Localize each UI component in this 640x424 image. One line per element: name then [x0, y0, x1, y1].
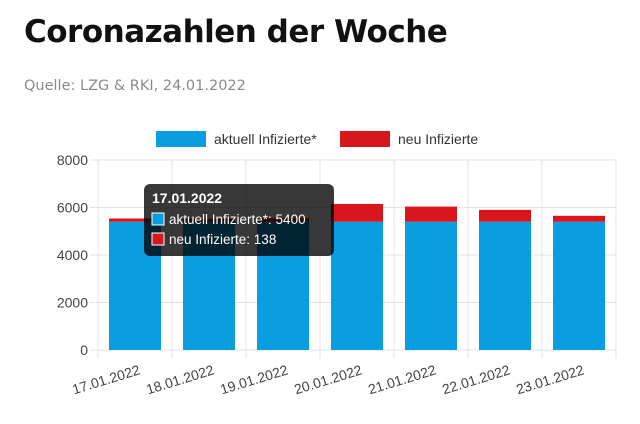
x-tick-label: 19.01.2022 [218, 362, 290, 398]
page-title: Coronazahlen der Woche [24, 14, 448, 50]
y-tick-label: 6000 [57, 200, 88, 216]
x-tick-label: 17.01.2022 [70, 362, 142, 398]
tooltip-line: aktuell Infizierte*: 5400 [169, 212, 306, 227]
y-tick-label: 8000 [57, 152, 88, 168]
bar-aktuell-infizierte[interactable] [405, 221, 457, 350]
bar-neu-infizierte[interactable] [405, 206, 457, 222]
bar-neu-infizierte[interactable] [553, 215, 605, 222]
x-tick-label: 23.01.2022 [514, 362, 586, 398]
bar-neu-infizierte[interactable] [331, 203, 383, 222]
tooltip-swatch [151, 232, 165, 246]
x-tick-label: 21.01.2022 [366, 362, 438, 398]
y-tick-label: 4000 [57, 247, 88, 263]
y-tick-label: 2000 [57, 295, 88, 311]
y-tick-label: 0 [80, 342, 88, 358]
tooltip-swatch [151, 212, 165, 226]
bar-neu-infizierte[interactable] [109, 218, 161, 222]
bar-neu-infizierte[interactable] [479, 209, 531, 222]
x-tick-label: 22.01.2022 [440, 362, 512, 398]
tooltip-line: neu Infizierte: 138 [169, 232, 276, 247]
legend-label-neu[interactable]: neu Infizierte [398, 131, 478, 147]
x-tick-label: 18.01.2022 [144, 362, 216, 398]
bar-aktuell-infizierte[interactable] [479, 221, 531, 350]
tooltip-title: 17.01.2022 [152, 190, 222, 206]
legend-swatch-neu[interactable] [340, 131, 390, 147]
bar-aktuell-infizierte[interactable] [331, 221, 383, 350]
x-tick-label: 20.01.2022 [292, 362, 364, 398]
source-line: Quelle: LZG & RKI, 24.01.2022 [24, 78, 246, 94]
bar-aktuell-infizierte[interactable] [553, 221, 605, 350]
legend-label-aktuell[interactable]: aktuell Infizierte* [214, 131, 317, 147]
tooltip [144, 184, 334, 256]
legend-swatch-aktuell[interactable] [156, 131, 206, 147]
